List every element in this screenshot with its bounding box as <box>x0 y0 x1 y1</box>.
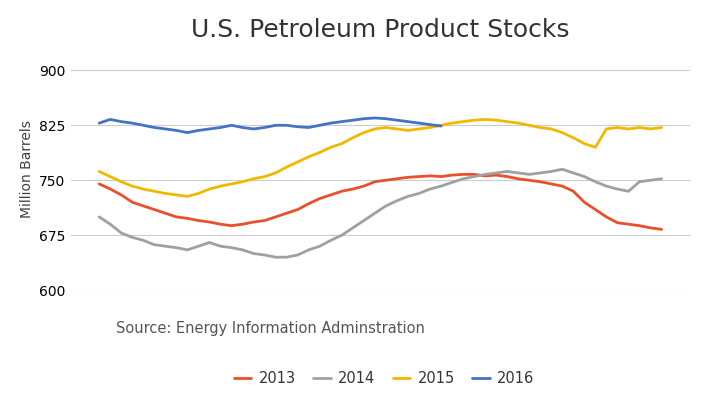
Legend: 2013, 2014, 2015, 2016: 2013, 2014, 2015, 2016 <box>228 365 540 392</box>
2013 <box>360 184 368 189</box>
2015 <box>95 169 104 174</box>
Line: 2013: 2013 <box>100 174 661 229</box>
2014 <box>370 211 379 216</box>
2016 <box>95 120 104 125</box>
Y-axis label: Million Barrels: Million Barrels <box>20 120 33 218</box>
2014 <box>657 177 665 181</box>
2014 <box>95 214 104 219</box>
Line: 2016: 2016 <box>100 118 441 133</box>
2013 <box>95 181 104 186</box>
2015 <box>304 154 313 159</box>
2015 <box>183 194 192 199</box>
2013 <box>437 174 445 179</box>
2014 <box>272 255 280 260</box>
2014 <box>139 238 148 243</box>
Title: U.S. Petroleum Product Stocks: U.S. Petroleum Product Stocks <box>191 18 570 42</box>
2015 <box>370 127 379 131</box>
2014 <box>404 194 412 199</box>
2014 <box>470 174 479 179</box>
Text: Source: Energy Information Adminstration: Source: Energy Information Adminstration <box>116 321 424 336</box>
2013 <box>657 227 665 232</box>
2016 <box>139 123 148 128</box>
2015 <box>657 125 665 130</box>
2015 <box>470 118 479 123</box>
Line: 2015: 2015 <box>100 119 661 196</box>
2014 <box>558 167 567 172</box>
2015 <box>448 120 456 125</box>
2013 <box>459 172 467 177</box>
2016 <box>437 124 445 129</box>
2013 <box>624 222 633 226</box>
2014 <box>304 247 313 252</box>
2015 <box>481 117 489 122</box>
2013 <box>470 172 479 177</box>
2016 <box>360 116 368 121</box>
2015 <box>404 128 412 133</box>
2016 <box>294 125 302 129</box>
2015 <box>139 187 148 191</box>
2013 <box>294 207 302 212</box>
2013 <box>139 204 148 208</box>
2014 <box>448 180 456 185</box>
Line: 2014: 2014 <box>100 169 661 257</box>
